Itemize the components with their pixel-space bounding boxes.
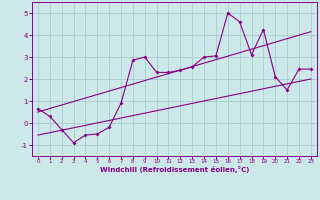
X-axis label: Windchill (Refroidissement éolien,°C): Windchill (Refroidissement éolien,°C): [100, 166, 249, 173]
